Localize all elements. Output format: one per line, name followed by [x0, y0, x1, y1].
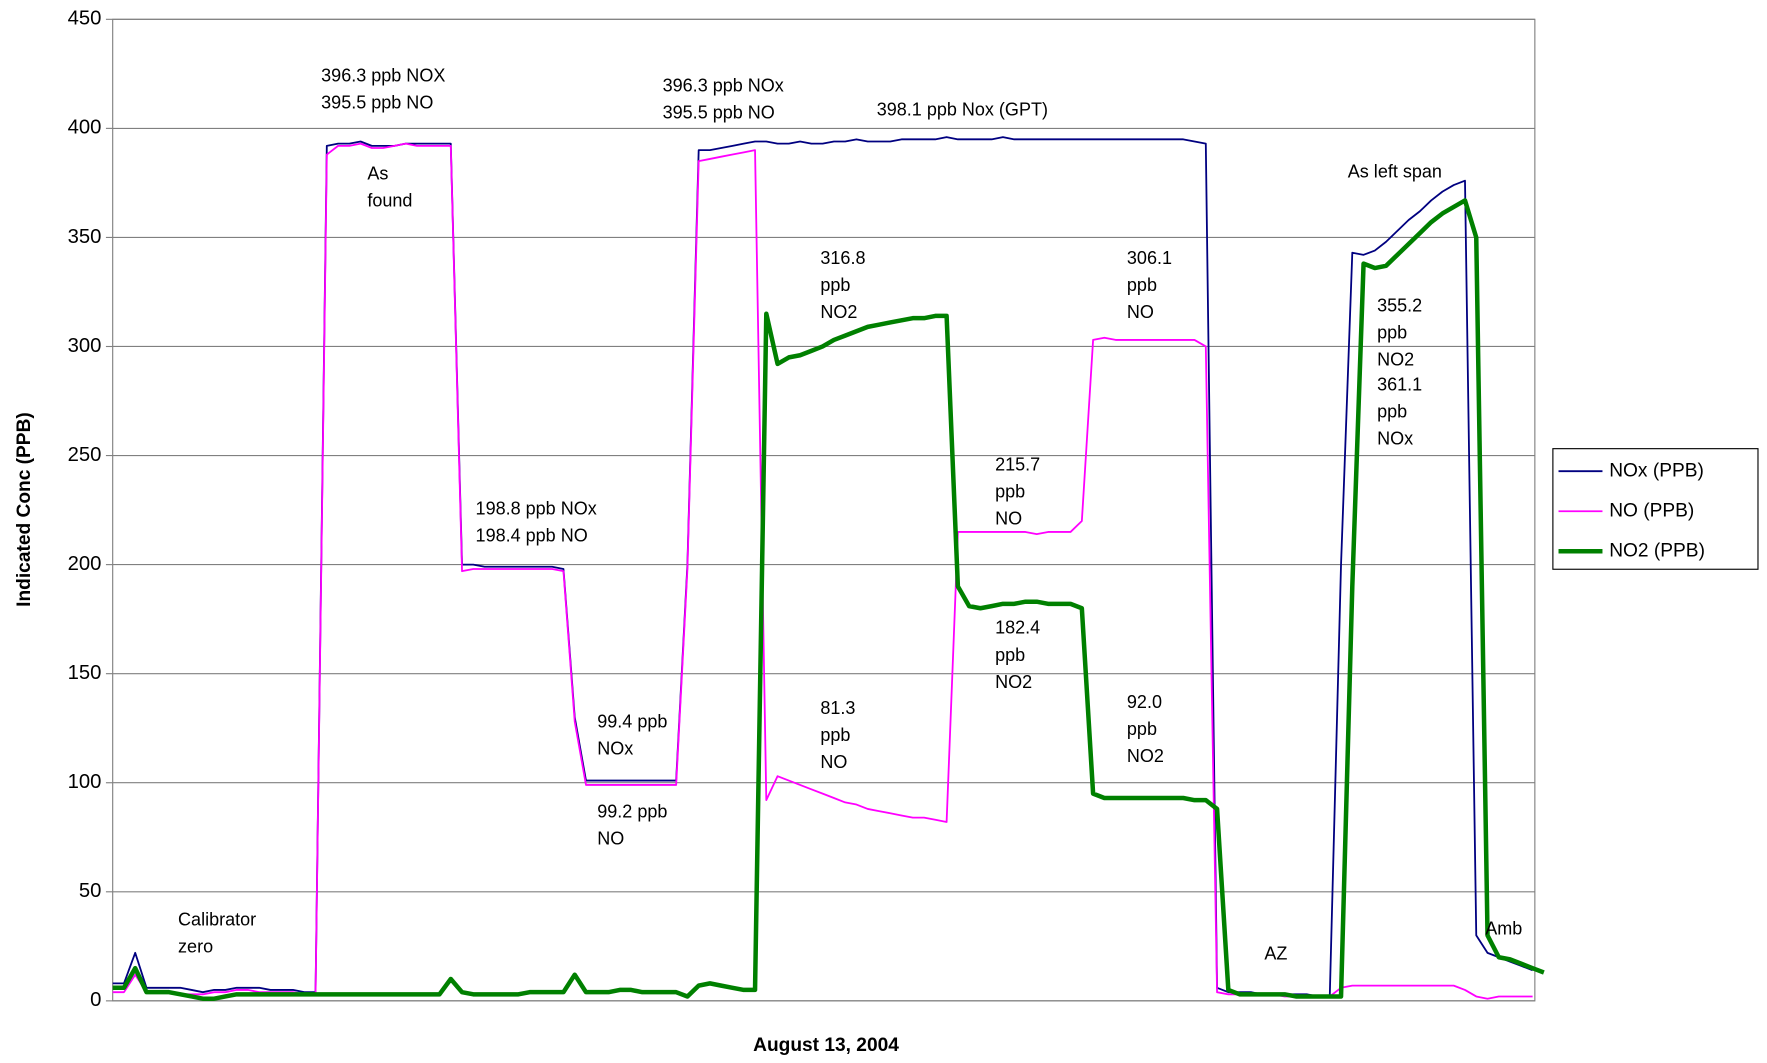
- y-tick-label: 350: [68, 226, 102, 248]
- annotation: 361.1: [1377, 374, 1422, 394]
- annotation: 81.3: [820, 698, 855, 718]
- annotation: found: [367, 191, 412, 211]
- y-axis-title: Indicated Conc (PPB): [14, 412, 35, 607]
- legend-label: NOx (PPB): [1609, 460, 1704, 481]
- y-tick-label: 50: [79, 880, 102, 902]
- annotation: 306.1: [1127, 248, 1172, 268]
- annotation: ppb: [995, 481, 1025, 501]
- annotation: Amb: [1485, 919, 1522, 939]
- annotation: 182.4: [995, 618, 1040, 638]
- y-tick-label: 250: [68, 444, 102, 466]
- annotation: NO: [597, 828, 624, 848]
- annotation: NOx: [1377, 428, 1413, 448]
- legend-label: NO2 (PPB): [1609, 540, 1705, 561]
- annotation: 398.1 ppb Nox (GPT): [877, 99, 1048, 119]
- annotation: ppb: [1377, 401, 1407, 421]
- y-tick-label: 100: [68, 771, 102, 793]
- plot-area: [112, 18, 1536, 1002]
- annotation: NOx: [597, 738, 633, 758]
- annotation: ppb: [995, 645, 1025, 665]
- annotation: ppb: [820, 275, 850, 295]
- annotation: 396.3 ppb NOx: [663, 76, 784, 96]
- y-tick-label: 0: [90, 989, 101, 1011]
- y-tick-label: 300: [68, 335, 102, 357]
- annotation: NO: [1127, 302, 1154, 322]
- annotation: 92.0: [1127, 692, 1162, 712]
- annotation: As left span: [1348, 161, 1442, 181]
- x-axis-title: August 13, 2004: [753, 1035, 899, 1056]
- annotation: zero: [178, 937, 213, 957]
- annotation: NO2: [1127, 746, 1164, 766]
- annotation: NO2: [820, 302, 857, 322]
- y-tick-label: 150: [68, 662, 102, 684]
- annotation: NO2: [995, 672, 1032, 692]
- annotation: NO: [820, 752, 847, 772]
- annotation: 198.8 ppb NOx: [476, 498, 597, 518]
- y-tick-label: 450: [68, 8, 102, 30]
- annotation: 215.7: [995, 454, 1040, 474]
- annotation: NO2: [1377, 350, 1414, 370]
- legend-label: NO (PPB): [1609, 500, 1694, 521]
- annotation: Calibrator: [178, 910, 256, 930]
- y-tick-label: 200: [68, 553, 102, 575]
- annotation: As: [367, 164, 388, 184]
- annotation: 198.4 ppb NO: [476, 525, 588, 545]
- series-line: [112, 198, 1545, 1001]
- annotation: ppb: [1377, 322, 1407, 342]
- annotation: AZ: [1264, 943, 1287, 963]
- annotation: 396.3 ppb NOX: [321, 66, 445, 86]
- annotation: 355.2: [1377, 295, 1422, 315]
- annotation: 99.4 ppb: [597, 711, 667, 731]
- annotation: 395.5 ppb NO: [321, 93, 433, 113]
- annotation: 395.5 ppb NO: [663, 103, 775, 123]
- annotation: 316.8: [820, 248, 865, 268]
- annotation: ppb: [1127, 719, 1157, 739]
- annotation: NO: [995, 508, 1022, 528]
- annotation: ppb: [1127, 275, 1157, 295]
- annotation: ppb: [820, 725, 850, 745]
- annotation: 99.2 ppb: [597, 801, 667, 821]
- y-tick-label: 400: [68, 117, 102, 139]
